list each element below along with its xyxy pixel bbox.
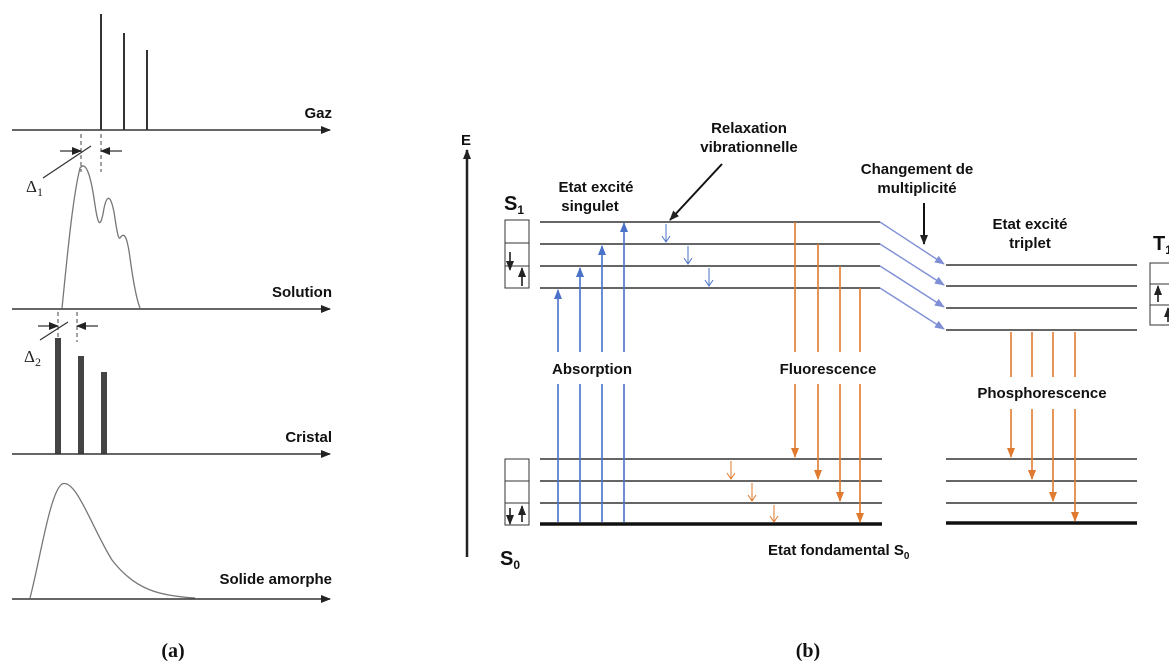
- multiplicity-label-line1: Changement de: [861, 161, 974, 178]
- solution-label: Solution: [272, 284, 332, 301]
- row-solide-amorphe: Solide amorphe: [12, 483, 332, 603]
- delta1-label: Δ1: [26, 177, 43, 199]
- s0-levels: [540, 458, 882, 526]
- cristal-bar-1: [55, 338, 61, 454]
- cristal-bar-3: [101, 372, 107, 454]
- cristal-bar-2: [78, 356, 84, 454]
- fluorescence-label-bg: [770, 352, 888, 384]
- singlet-label-line2: singulet: [561, 198, 619, 215]
- relaxation-label-line2: vibrationnelle: [700, 139, 798, 156]
- s0-levels-right: [946, 458, 1137, 525]
- s1-levels: [540, 221, 880, 289]
- t1-spin-box: [1149, 262, 1169, 326]
- triplet-label-line1: Etat excité: [992, 216, 1067, 233]
- caption-a: (a): [161, 640, 184, 661]
- row-gaz: Gaz: [12, 14, 332, 134]
- row-cristal: Δ2 Cristal: [12, 312, 332, 458]
- fluorescence-label: Fluorescence: [780, 361, 877, 378]
- ground-state-label: Etat fondamental S0: [768, 542, 910, 562]
- phosphorescence-label: Phosphorescence: [977, 385, 1106, 402]
- delta2-pointer: [39, 321, 69, 341]
- absorption-label-bg: [540, 352, 646, 384]
- energy-axis-label: E: [461, 132, 471, 149]
- relaxation-pointer: [669, 163, 723, 221]
- caption-b: (b): [796, 640, 820, 661]
- singlet-label-line1: Etat excité: [558, 179, 633, 196]
- row-solution: Δ1 Solution: [12, 134, 332, 313]
- s1-spin-box: [504, 219, 530, 289]
- s0-label: S0: [500, 548, 520, 572]
- solution-curve: [61, 165, 141, 309]
- triplet-label-line2: triplet: [1009, 235, 1051, 252]
- delta2-label: Δ2: [24, 347, 41, 369]
- s1-label: S1: [504, 193, 524, 217]
- panel-a: Gaz Δ1 Solution Δ2 Cristal: [12, 14, 332, 661]
- phosphorescence-arrows: [1007, 332, 1079, 522]
- gaz-label: Gaz: [304, 105, 332, 122]
- amorphe-label: Solide amorphe: [219, 571, 332, 588]
- t1-levels: [946, 264, 1137, 331]
- s0-spin-box: [504, 458, 530, 526]
- relaxation-label-line1: Relaxation: [711, 120, 787, 137]
- delta1-pointer: [42, 145, 92, 179]
- t1-label: T1: [1153, 233, 1169, 257]
- multiplicity-label-line2: multiplicité: [877, 180, 956, 197]
- absorption-label: Absorption: [552, 361, 632, 378]
- vibrational-relaxation-s1: [661, 224, 714, 287]
- panel-b: E S1 S0 T1: [461, 120, 1169, 661]
- vibrational-relaxation-s0: [726, 461, 779, 523]
- cristal-label: Cristal: [285, 429, 332, 446]
- amorphe-curve: [29, 483, 196, 599]
- phosphorescence-label-bg: [966, 377, 1118, 409]
- crossing-connectors: [879, 221, 945, 330]
